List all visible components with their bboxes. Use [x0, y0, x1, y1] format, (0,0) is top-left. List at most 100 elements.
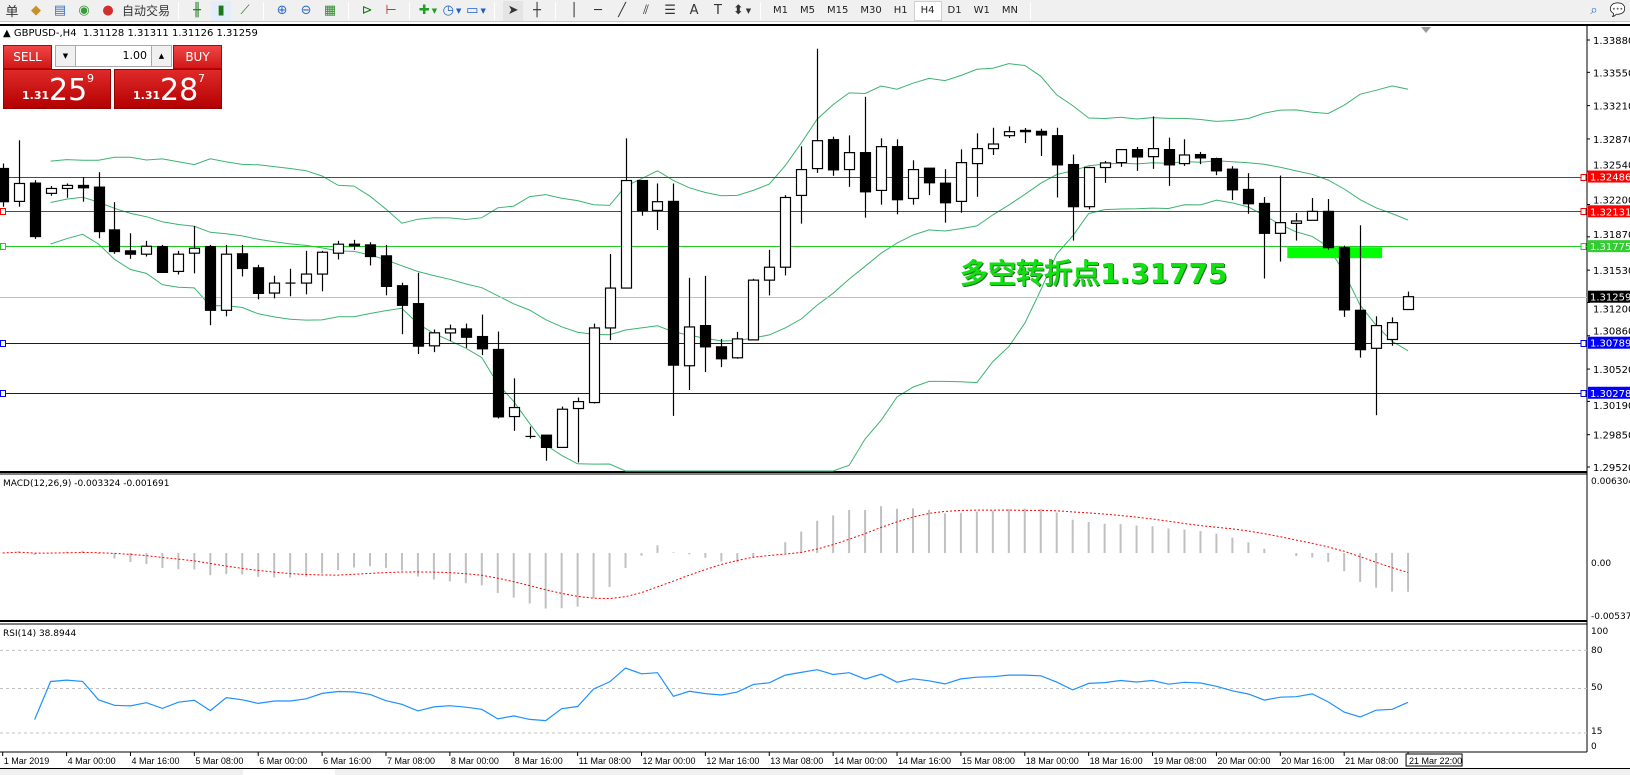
candle	[428, 329, 441, 353]
sell-button[interactable]: SELL	[3, 45, 52, 69]
expert-advisor-icon[interactable]: ●	[102, 3, 114, 18]
crosshair-icon[interactable]: ┼	[533, 3, 541, 18]
chat-icon[interactable]: 💬	[1609, 3, 1627, 18]
candle	[715, 338, 728, 368]
timeframe-mn[interactable]: MN	[1001, 5, 1018, 16]
candle-body	[939, 182, 952, 204]
tile-windows-icon[interactable]: ▦	[323, 3, 337, 18]
time-axis-label: 5 Mar 08:00	[195, 756, 243, 766]
add-indicator-icon[interactable]: ✚ ▼	[418, 3, 438, 18]
time-axis-label: 1 Mar 2019	[4, 756, 50, 766]
candle	[651, 183, 664, 230]
candle	[636, 179, 649, 216]
clock-icon[interactable]: ◷ ▼	[442, 3, 462, 18]
time-axis-label: 12 Mar 16:00	[706, 756, 759, 766]
hline-left-handle	[0, 208, 6, 215]
candle	[1306, 198, 1319, 221]
lot-size-input[interactable]: 1.00	[122, 49, 148, 62]
sell-price-box[interactable]: 1.31 25 9	[3, 69, 111, 109]
equidistant-channel-icon[interactable]: ⫽	[643, 3, 649, 18]
candle	[1147, 116, 1160, 169]
candle-body	[444, 328, 457, 334]
gold-bars-icon[interactable]: ◆	[31, 3, 41, 18]
pivot-annotation-text[interactable]: 多空转折点1.31775	[960, 257, 1228, 290]
candle-body	[891, 146, 904, 201]
chart-shift-icon[interactable]: ⊢	[385, 3, 397, 18]
templates-icon[interactable]: ▭ ▼	[466, 3, 486, 18]
candle	[316, 250, 329, 292]
time-axis-label: 15 Mar 08:00	[962, 756, 1015, 766]
horizontal-line-icon[interactable]: ─	[594, 3, 602, 18]
zoom-in-icon[interactable]: ⊕	[276, 3, 288, 18]
auto-scroll-icon[interactable]: ⊳	[361, 3, 373, 18]
price-axis-label: 1.29520	[1593, 463, 1630, 474]
zoom-out-icon[interactable]: ⊖	[300, 3, 312, 18]
candle-body	[29, 182, 42, 238]
price-axis-label: 1.30860	[1593, 327, 1630, 338]
candle-body	[827, 139, 840, 171]
timeframe-w1[interactable]: W1	[973, 5, 990, 16]
time-axis-label: 18 Mar 16:00	[1090, 756, 1143, 766]
text-icon[interactable]: A	[689, 3, 699, 18]
search-icon[interactable]: ⌕	[1590, 3, 1598, 18]
lot-decrease-button[interactable]: ▼	[56, 46, 76, 66]
autotrade-button[interactable]: 自动交易	[122, 4, 171, 18]
signal-icon[interactable]: ◉	[78, 3, 90, 18]
cursor-icon[interactable]: ➤	[503, 0, 524, 21]
macd-axis-label: 0.00	[1591, 559, 1611, 569]
vertical-line-icon[interactable]: │	[570, 3, 578, 18]
trendline-icon[interactable]: ╱	[618, 3, 626, 18]
candle-body	[651, 201, 664, 212]
candle	[348, 239, 361, 250]
line-chart-icon[interactable]: ⟋	[240, 3, 250, 18]
rsi-axis-label: 0	[1591, 742, 1597, 752]
candle-body	[1051, 135, 1064, 166]
active-chart-tab[interactable]	[243, 769, 335, 775]
text-label-icon[interactable]: T	[714, 3, 722, 18]
candle	[1274, 175, 1287, 262]
rsi-axis-label: 100	[1591, 627, 1608, 637]
document-icon[interactable]: ▤	[53, 3, 67, 18]
candlestick-icon[interactable]: ▮	[211, 0, 232, 21]
price-axis-label: 1.30520	[1593, 365, 1630, 376]
collapse-triangle-icon[interactable]: ▲	[3, 28, 14, 39]
candle	[476, 314, 489, 356]
candle	[811, 48, 824, 173]
timeframe-m1[interactable]: M1	[773, 5, 789, 16]
fibonacci-icon[interactable]: ☰	[664, 3, 676, 18]
buy-price-box[interactable]: 1.31 28 7	[114, 69, 222, 109]
candle	[77, 177, 90, 202]
bar-chart-icon[interactable]: ╫	[193, 3, 201, 18]
candle	[525, 426, 536, 439]
candle	[556, 406, 569, 449]
candle-body	[636, 179, 649, 212]
lot-increase-button[interactable]: ▲	[151, 46, 171, 66]
timeframe-h1[interactable]: H1	[893, 5, 908, 16]
candle	[667, 183, 680, 416]
macd-axis-label: -0.005378	[1591, 612, 1630, 622]
candle	[1210, 157, 1223, 176]
bollinger-middle-band	[50, 160, 1409, 342]
price-axis-label: 1.31530	[1593, 266, 1630, 277]
time-axis-label: 19 Mar 08:00	[1154, 756, 1207, 766]
candle	[492, 331, 505, 419]
candle-body	[364, 244, 377, 258]
price-axis-label: 1.32870	[1593, 135, 1630, 146]
arrows-icon[interactable]: ⬍ ▼	[732, 3, 752, 18]
lot-size-stepper[interactable]: ▼ 1.00 ▲	[55, 45, 172, 67]
toolbar-left-char[interactable]: 单	[5, 5, 19, 20]
candle	[396, 282, 409, 335]
price-axis-label: 1.33210	[1593, 102, 1630, 113]
timeframe-m30[interactable]: M30	[860, 5, 882, 16]
candle-body	[124, 250, 137, 255]
timeframe-h4[interactable]: H4	[913, 0, 942, 21]
timeframe-m15[interactable]: M15	[827, 5, 849, 16]
candle	[61, 183, 74, 198]
candle	[779, 195, 792, 276]
buy-button[interactable]: BUY	[173, 45, 222, 69]
candle	[620, 138, 633, 289]
timeframe-d1[interactable]: D1	[947, 5, 962, 16]
candle	[1194, 151, 1207, 165]
timeframe-m5[interactable]: M5	[800, 5, 816, 16]
